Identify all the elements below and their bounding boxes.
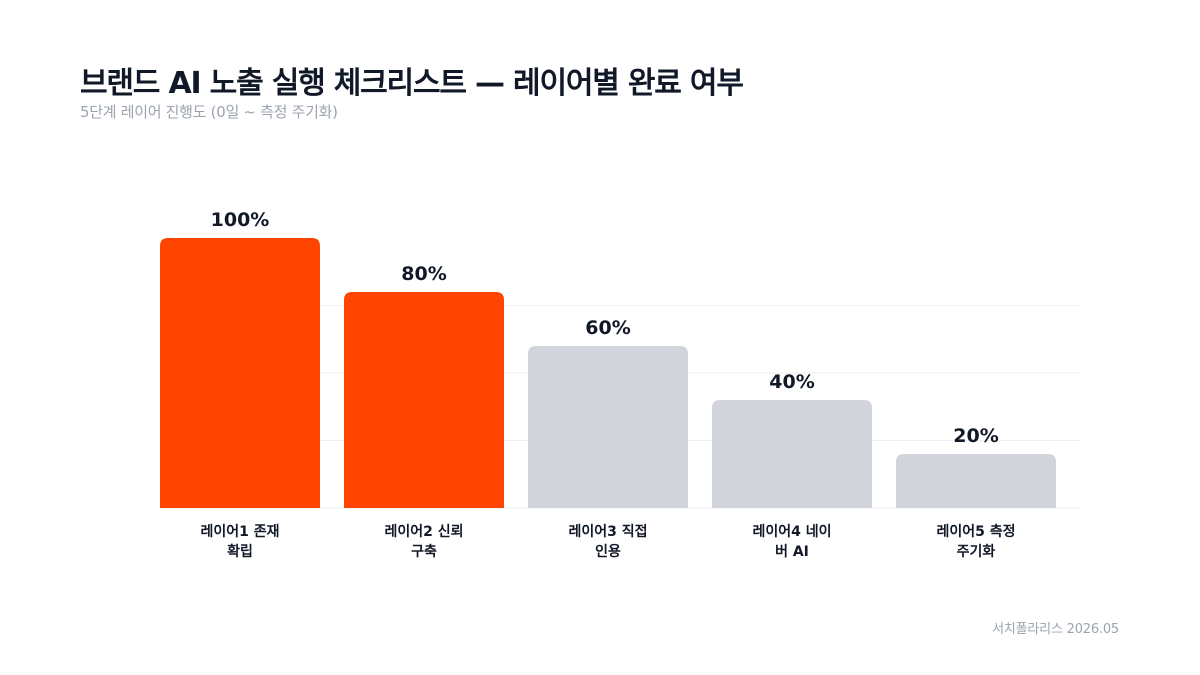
value-label: 60%: [585, 317, 630, 339]
category-label: 인용: [595, 543, 621, 560]
category-label: 레이어3 직접: [568, 523, 647, 540]
bar-layer-1: [160, 238, 320, 508]
bar-layer-5: [896, 454, 1056, 508]
bar-layer-3: [528, 346, 688, 508]
category-label: 확립: [227, 543, 253, 560]
category-label: 버 AI: [775, 543, 809, 560]
value-label: 80%: [401, 263, 446, 285]
bar-layer: [160, 238, 1056, 508]
bar-layer-2: [344, 292, 504, 508]
bar-layer-4: [712, 400, 872, 508]
chart-title: 브랜드 AI 노출 실행 체크리스트 — 레이어별 완료 여부: [80, 66, 744, 101]
category-label: 레이어5 측정: [936, 523, 1015, 540]
category-label: 구축: [411, 544, 437, 560]
category-label: 레이어4 네이: [752, 523, 831, 540]
category-label: 주기화: [957, 544, 996, 560]
value-label: 20%: [953, 425, 998, 447]
category-label: 레이어2 신뢰: [384, 523, 463, 540]
category-label: 레이어1 존재: [200, 523, 279, 540]
value-label: 40%: [769, 371, 814, 393]
chart-subtitle: 5단계 레이어 진행도 (0일 ~ 측정 주기화): [80, 103, 338, 121]
value-label: 100%: [211, 209, 270, 231]
source-footer: 서치폴라리스 2026.05: [992, 622, 1119, 637]
